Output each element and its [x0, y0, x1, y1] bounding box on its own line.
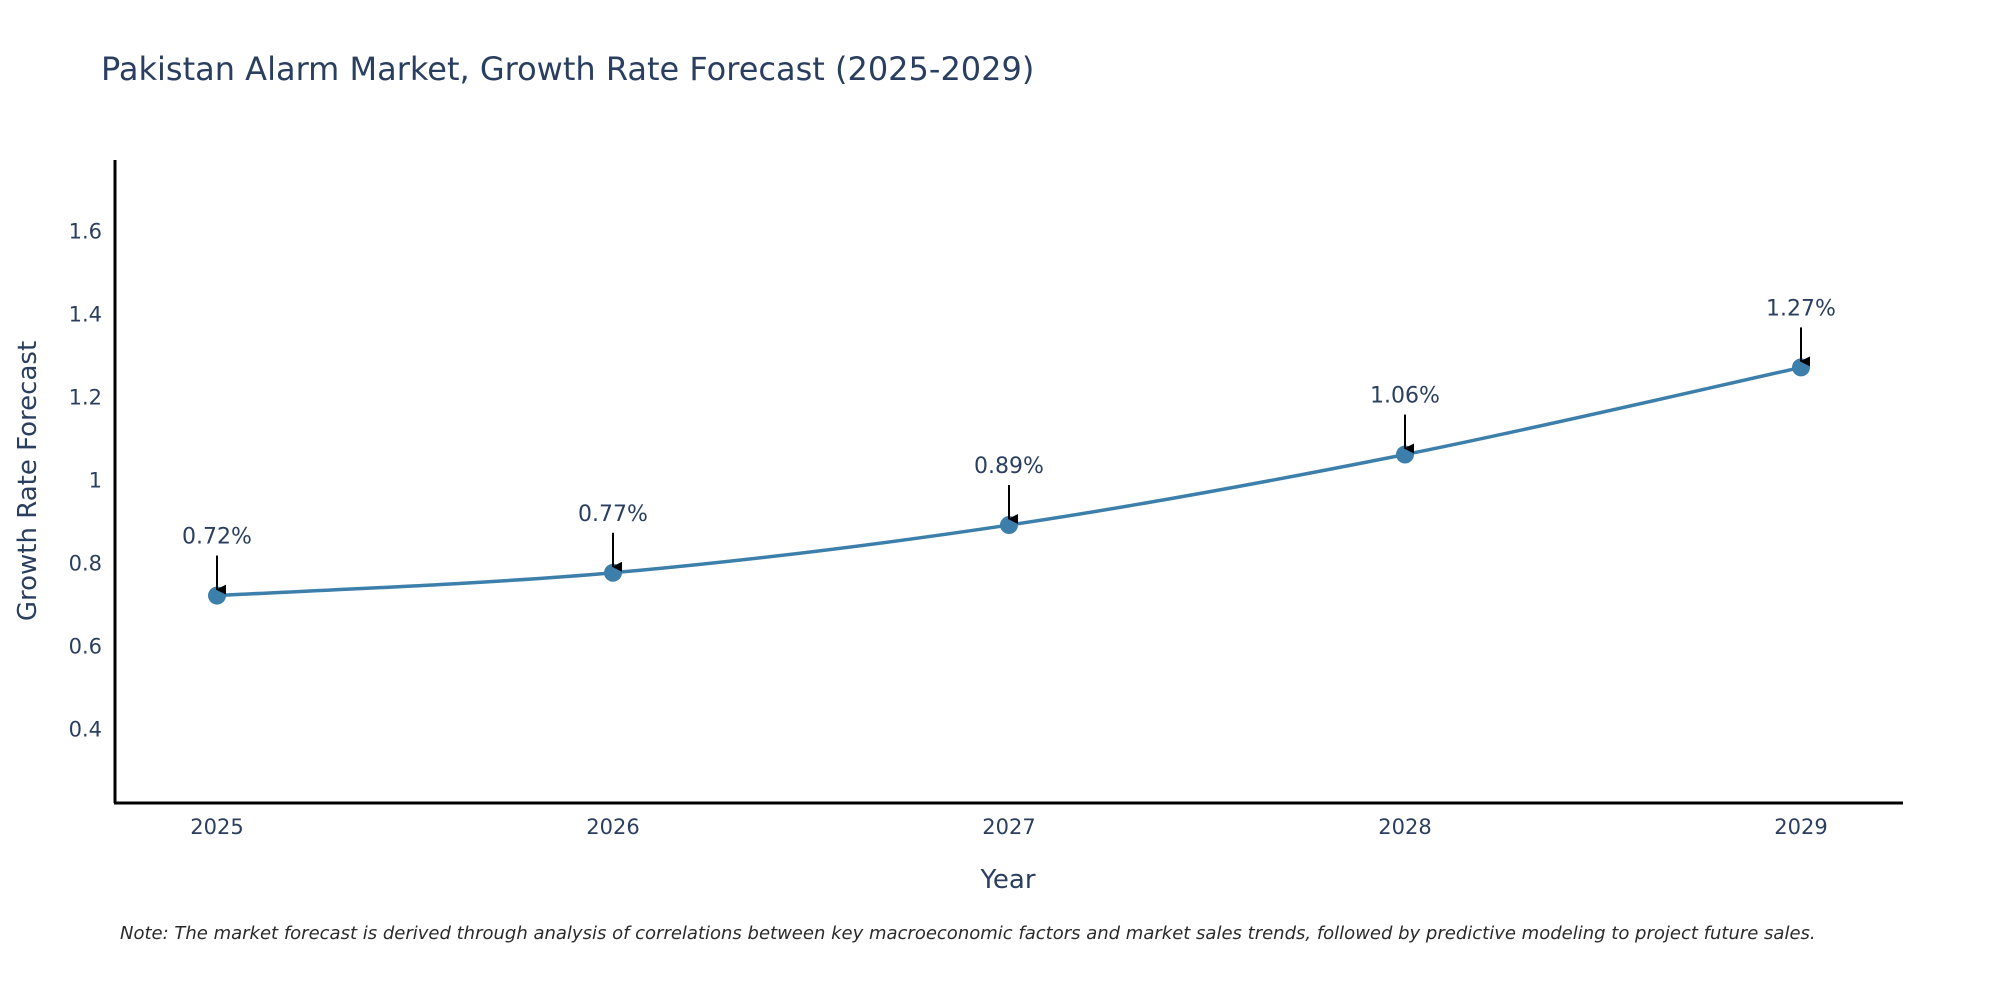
data-label: 0.89% [974, 454, 1044, 479]
series-line [216, 365, 1802, 598]
data-annotations: 0.72% 0.77% 0.89% 1.06% 1.27% [182, 296, 1836, 595]
y-tick-label: 1.2 [69, 385, 102, 409]
x-tick-label: 2027 [982, 815, 1035, 839]
data-label: 0.72% [182, 525, 252, 550]
y-tick-label: 0.6 [69, 634, 102, 658]
y-tick-label: 1 [89, 468, 102, 492]
x-tick-label: 2028 [1378, 815, 1431, 839]
x-tick-label: 2025 [190, 815, 243, 839]
y-tick-label: 0.4 [69, 717, 102, 741]
data-label: 1.27% [1766, 296, 1836, 321]
x-axis-ticks: 2025 2026 2027 2028 2029 [190, 815, 1827, 839]
chart-title: Pakistan Alarm Market, Growth Rate Forec… [101, 50, 1034, 88]
data-label: 0.77% [578, 502, 648, 527]
x-tick-label: 2026 [586, 815, 639, 839]
x-axis-title: Year [979, 865, 1035, 895]
chart-note: Note: The market forecast is derived thr… [120, 923, 1816, 944]
y-tick-label: 1.6 [69, 220, 102, 244]
y-tick-label: 1.4 [69, 302, 102, 326]
x-tick-label: 2029 [1774, 815, 1827, 839]
data-points [208, 358, 1810, 605]
y-axis-title: Growth Rate Forecast [13, 341, 43, 621]
y-tick-label: 0.8 [69, 551, 102, 575]
data-label: 1.06% [1370, 384, 1440, 409]
y-axis-ticks: 0.4 0.6 0.8 1 1.2 1.4 1.6 [69, 220, 102, 742]
